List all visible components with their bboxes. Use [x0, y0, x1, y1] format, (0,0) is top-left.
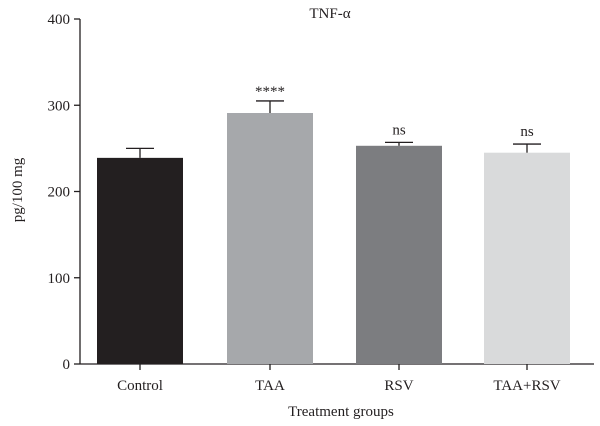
y-tick-label: 100 — [48, 271, 71, 287]
chart-title: TNF-α — [309, 6, 350, 22]
significance-label: ns — [392, 122, 406, 138]
significance-label: ns — [520, 124, 534, 140]
bar-rsv — [356, 145, 442, 364]
x-tick-label: TAA+RSV — [493, 378, 560, 394]
x-axis-title: Treatment groups — [288, 404, 394, 420]
x-tick-label: TAA — [255, 378, 285, 394]
y-tick-label: 400 — [48, 12, 71, 28]
significance-label: **** — [255, 84, 285, 100]
y-axis-title: pg/100 mg — [10, 157, 26, 222]
bar-taa — [227, 113, 313, 364]
bars-group: **** ns ns — [97, 84, 570, 364]
bar-control — [97, 157, 183, 364]
x-tick-label: Control — [117, 378, 163, 394]
y-tick-label: 200 — [48, 185, 71, 201]
y-tick-label: 0 — [63, 357, 71, 373]
axes: 0 100 200 300 400 Control TAA RSV TAA+RSV — [48, 12, 594, 394]
bar-taa-rsv — [484, 152, 570, 364]
y-tick-label: 300 — [48, 98, 71, 114]
x-tick-label: RSV — [384, 378, 413, 394]
